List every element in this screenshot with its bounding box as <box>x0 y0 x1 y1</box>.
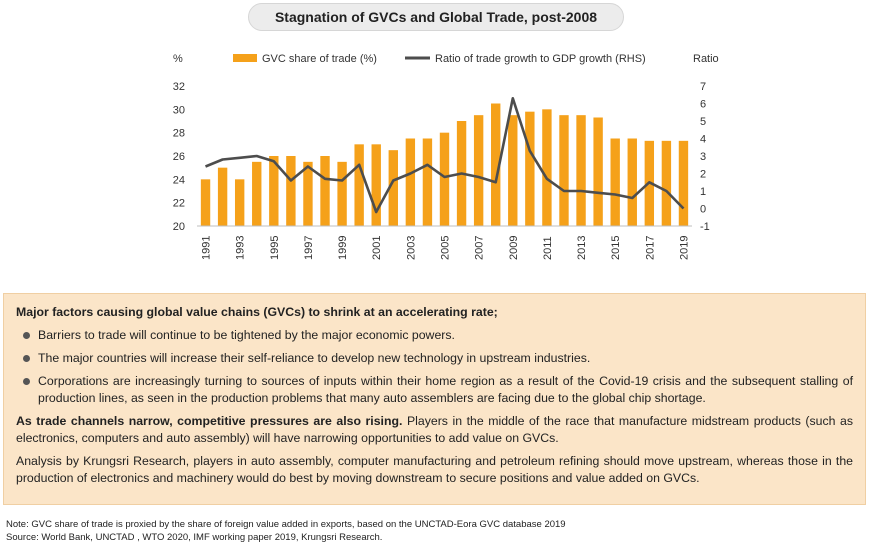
bullet-text: Barriers to trade will continue to be ti… <box>38 328 455 342</box>
legend-label-gvc-share: GVC share of trade (%) <box>262 53 377 65</box>
chart-area: GVC share of trade (%) Ratio of trade gro… <box>173 53 719 260</box>
y-tick-right: 5 <box>700 116 706 128</box>
x-tick-label: 2001 <box>371 236 383 260</box>
x-tick-label: 2017 <box>644 236 656 260</box>
bar-gvc-2009 <box>508 115 518 226</box>
y-tick-right: 2 <box>700 169 706 181</box>
x-tick-label: 1999 <box>337 236 349 260</box>
y-tick-right: -1 <box>700 221 710 233</box>
x-tick-label: 2013 <box>576 236 588 260</box>
bullet-item: The major countries will increase their … <box>16 350 853 367</box>
footnotes: Note: GVC share of trade is proxied by t… <box>6 518 566 544</box>
bar-gvc-2008 <box>491 103 501 226</box>
bullet-item: Corporations are increasingly turning to… <box>16 373 853 407</box>
y-tick-left: 22 <box>173 198 185 210</box>
y-tick-left: 26 <box>173 151 185 163</box>
y-tick-right: 6 <box>700 99 706 111</box>
x-tick-label: 2011 <box>542 236 554 260</box>
bullet-dot-icon <box>23 378 30 385</box>
bar-gvc-1998 <box>320 156 330 226</box>
x-tick-label: 1993 <box>235 236 247 260</box>
x-tick-label: 2005 <box>440 236 452 260</box>
x-tick-label: 1991 <box>201 236 213 260</box>
bar-gvc-1996 <box>286 156 296 226</box>
bar-gvc-2013 <box>576 115 586 226</box>
bullet-text: The major countries will increase their … <box>38 351 591 365</box>
bar-gvc-2011 <box>542 109 552 226</box>
chart-title: Stagnation of GVCs and Global Trade, pos… <box>248 3 624 31</box>
x-tick-label: 1995 <box>269 236 281 260</box>
bar-gvc-2010 <box>525 111 535 226</box>
info-box: Major factors causing global value chain… <box>3 293 866 505</box>
bar-gvc-1997 <box>303 161 313 226</box>
y-axis-left-label: % <box>173 53 183 65</box>
paragraph-body: Players in the middle of the race that m… <box>16 414 853 445</box>
legend-label-trade-ratio: Ratio of trade growth to GDP growth (RHS… <box>435 53 646 65</box>
x-tick-label: 1997 <box>303 236 315 260</box>
bar-gvc-1999 <box>337 161 347 226</box>
y-tick-left: 28 <box>173 128 185 140</box>
y-tick-left: 30 <box>173 104 185 116</box>
legend-bar-swatch <box>233 54 257 62</box>
bar-gvc-2004 <box>422 138 433 226</box>
bar-gvc-2016 <box>627 138 637 226</box>
analysis-paragraph: Analysis by Krungsri Research, players i… <box>16 454 853 485</box>
y-tick-right: 4 <box>700 134 706 146</box>
paragraph-lead: As trade channels narrow, competitive pr… <box>16 414 403 428</box>
bar-gvc-2018 <box>661 140 672 226</box>
bullet-list: Barriers to trade will continue to be ti… <box>16 327 853 407</box>
y-tick-left: 32 <box>173 81 185 93</box>
y-tick-right: 7 <box>700 81 706 93</box>
note-text: Note: GVC share of trade is proxied by t… <box>6 519 566 530</box>
bar-gvc-1993 <box>234 179 245 226</box>
bullet-item: Barriers to trade will continue to be ti… <box>16 327 853 344</box>
competitive-pressure-paragraph: As trade channels narrow, competitive pr… <box>16 413 853 447</box>
bar-gvc-1992 <box>217 167 228 226</box>
x-tick-label: 2009 <box>508 236 520 260</box>
bar-gvc-2012 <box>559 115 569 226</box>
x-tick-label: 2003 <box>405 236 417 260</box>
y-tick-right: 0 <box>700 204 706 216</box>
bar-gvc-2002 <box>388 150 398 226</box>
bar-gvc-2003 <box>405 138 416 226</box>
bullet-dot-icon <box>23 332 30 339</box>
y-tick-left: 24 <box>173 174 185 186</box>
bar-gvc-2019 <box>678 140 689 226</box>
bullet-text: Corporations are increasingly turning to… <box>38 374 853 405</box>
bar-gvc-1994 <box>252 161 262 226</box>
y-tick-left: 20 <box>173 221 185 233</box>
info-heading: Major factors causing global value chain… <box>16 305 498 319</box>
y-axis-right-label: Ratio <box>693 53 719 65</box>
x-tick-label: 2007 <box>474 236 486 260</box>
bar-gvc-2000 <box>354 144 364 226</box>
bar-gvc-1995 <box>269 156 279 226</box>
bar-gvc-1991 <box>200 179 211 226</box>
source-text: Source: World Bank, UNCTAD , WTO 2020, I… <box>6 532 383 543</box>
x-tick-label: 2019 <box>678 236 690 260</box>
bar-gvc-2001 <box>371 144 381 226</box>
bar-gvc-2015 <box>610 138 620 226</box>
bullet-dot-icon <box>23 355 30 362</box>
y-tick-right: 1 <box>700 186 706 198</box>
y-tick-right: 3 <box>700 151 706 163</box>
bar-gvc-2014 <box>593 117 603 226</box>
x-tick-label: 2015 <box>610 236 622 260</box>
bar-gvc-2007 <box>473 115 484 226</box>
bar-gvc-2005 <box>439 132 450 226</box>
